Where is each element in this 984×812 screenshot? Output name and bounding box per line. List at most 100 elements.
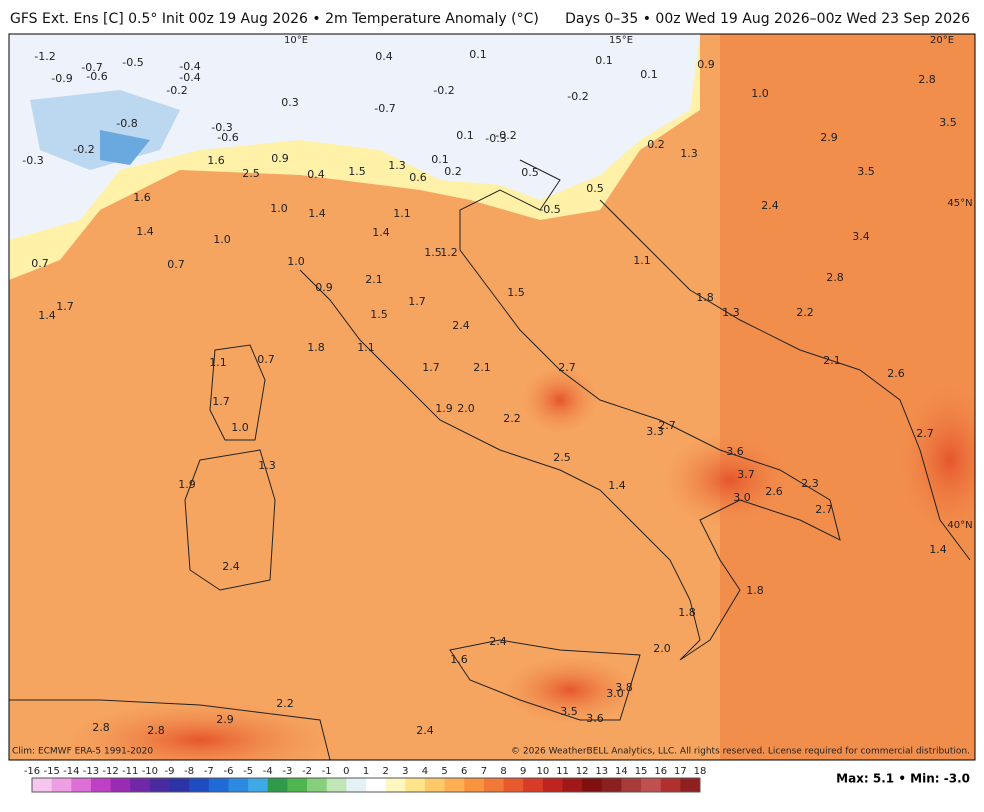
colorbar-segment <box>621 778 642 792</box>
coastlines <box>9 159 971 760</box>
map-value-label: 1.9 <box>178 478 196 491</box>
map-value-label: -0.6 <box>217 131 238 144</box>
colorbar-tick-label: 1 <box>363 766 369 777</box>
colorbar-segment <box>130 778 151 792</box>
colorbar-segment <box>169 778 190 792</box>
map-value-label: 2.4 <box>222 560 240 573</box>
colorbar-tick-label: -16 <box>24 766 40 777</box>
map-value-label: 1.5 <box>370 308 388 321</box>
map-value-label: 1.5 <box>507 286 525 299</box>
map-value-label: 2.8 <box>92 721 110 734</box>
colder-zone <box>100 130 150 165</box>
map-value-label: 1.0 <box>751 87 769 100</box>
colorbar-tick-label: 9 <box>520 766 526 777</box>
colorbar-segment <box>680 778 701 792</box>
map-value-label: 1.1 <box>393 207 411 220</box>
map-value-label: 2.8 <box>147 724 165 737</box>
map-value-label: 0.6 <box>409 171 427 184</box>
map-value-label: -0.4 <box>179 60 200 73</box>
map-value-label: 3.5 <box>857 165 875 178</box>
colorbar-tick-label: 18 <box>694 766 707 777</box>
map-value-label: 0.5 <box>586 182 604 195</box>
coordinate-label: 45°N <box>947 198 972 209</box>
map-value-label: 2.0 <box>457 402 475 415</box>
map-value-label: 3.8 <box>615 681 633 694</box>
colorbar-segment <box>51 778 72 792</box>
clim-note: Clim: ECMWF ERA-5 1991-2020 <box>12 747 153 757</box>
map-value-label: -0.2 <box>73 143 94 156</box>
map-value-label: 0.9 <box>271 152 289 165</box>
map-value-label: 0.5 <box>521 166 539 179</box>
map-value-label: 2.5 <box>553 451 571 464</box>
map-value-label: 1.6 <box>450 653 468 666</box>
colorbar-segment <box>90 778 112 792</box>
map-value-label: 0.7 <box>257 353 275 366</box>
map-value-label: 2.4 <box>489 635 507 648</box>
colorbar-tick-label: -8 <box>184 766 194 777</box>
colorbar-tick-label: 6 <box>461 766 467 777</box>
colorbar-segment <box>385 778 406 792</box>
map-value-label: 0.1 <box>469 48 487 61</box>
map-value-label: 2.7 <box>916 427 934 440</box>
colorbar-tick-label: -15 <box>43 766 59 777</box>
map-value-label: 2.6 <box>887 367 905 380</box>
map-value-label: 0.1 <box>640 68 658 81</box>
map-value-label: -0.7 <box>81 61 102 74</box>
map-value-label: 3.3 <box>646 425 664 438</box>
colorbar-segment <box>562 778 583 792</box>
header-right: Days 0–35 • 00z Wed 19 Aug 2026–00z Wed … <box>565 11 970 27</box>
map-value-label: 1.1 <box>357 341 375 354</box>
map-value-label: 0.9 <box>697 58 715 71</box>
map-value-label: 3.0 <box>606 687 624 700</box>
map-value-label: -0.3 <box>485 132 506 145</box>
hot-spot <box>520 365 600 435</box>
colorbar-tick-label: 17 <box>674 766 687 777</box>
map-value-label: 0.1 <box>431 153 449 166</box>
map-value-label: -0.3 <box>22 154 43 167</box>
map-value-label: 1.3 <box>258 459 276 472</box>
map-value-label: 0.4 <box>375 50 393 63</box>
colorbar-segment <box>189 778 210 792</box>
colorbar-segment <box>287 778 308 792</box>
map-value-label: 1.9 <box>435 402 453 415</box>
colorbar-tick-label: 10 <box>536 766 549 777</box>
map-value-label: 1.2 <box>440 246 458 259</box>
map-value-label: 2.7 <box>658 419 676 432</box>
map-value-label: 1.1 <box>633 254 651 267</box>
map-value-label: 1.7 <box>56 300 74 313</box>
map-value-label: 2.5 <box>242 167 260 180</box>
colorbar-segment <box>208 778 229 792</box>
map-value-label: 3.5 <box>939 116 957 129</box>
colorbar-tick-label: 3 <box>402 766 408 777</box>
colorbar-tick-label: 14 <box>615 766 628 777</box>
map-value-label: 2.1 <box>365 273 383 286</box>
map-value-label: 2.9 <box>820 131 838 144</box>
map-value-label: 0.9 <box>315 281 333 294</box>
colorbar-segment <box>483 778 505 792</box>
colorbar-segment <box>32 778 53 792</box>
colorbar-tick-label: -12 <box>102 766 118 777</box>
map-value-label: 1.1 <box>209 356 227 369</box>
map-value-label: 1.8 <box>696 291 714 304</box>
map-value-label: 0.2 <box>444 165 462 178</box>
map-value-label: 1.0 <box>231 421 249 434</box>
map-value-label: -0.2 <box>567 90 588 103</box>
map-value-label: 0.7 <box>31 257 49 270</box>
copyright: © 2026 WeatherBELL Analytics, LLC. All r… <box>511 747 970 757</box>
max-min: Max: 5.1 • Min: -3.0 <box>836 772 970 786</box>
map-value-label: 1.4 <box>608 479 626 492</box>
coordinate-label: 20°E <box>930 35 954 46</box>
map-value-label: -0.5 <box>122 56 143 69</box>
map-value-label: 2.1 <box>473 361 491 374</box>
colorbar-segment <box>582 778 603 792</box>
colorbar-tick-label: -1 <box>322 766 332 777</box>
hot-spot <box>890 370 975 550</box>
colorbar-segment <box>346 778 367 792</box>
colorbar-segment <box>228 778 249 792</box>
map-value-label: 1.0 <box>287 255 305 268</box>
map-value-label: -0.6 <box>86 70 107 83</box>
map-value-label: 0.1 <box>456 129 474 142</box>
map-value-label: 3.5 <box>560 705 578 718</box>
colorbar-tick-label: -3 <box>282 766 292 777</box>
